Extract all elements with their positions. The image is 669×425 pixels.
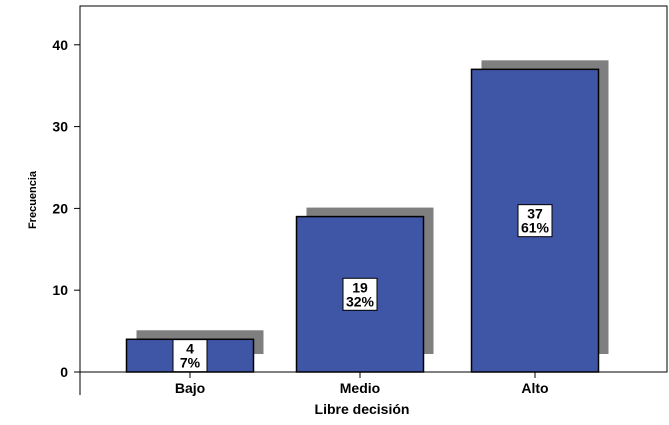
data-label-count: 4 bbox=[186, 341, 194, 357]
data-label-count: 19 bbox=[352, 279, 368, 295]
x-tick-label: Bajo bbox=[175, 380, 205, 396]
y-tick-label: 30 bbox=[52, 119, 68, 135]
data-label-count: 37 bbox=[527, 206, 543, 222]
data-label-box bbox=[342, 277, 378, 311]
x-tick-label: Alto bbox=[521, 380, 548, 396]
y-tick-label: 10 bbox=[52, 282, 68, 298]
x-axis-label: Libre decisión bbox=[315, 401, 410, 417]
data-label-bajo: 47% bbox=[172, 339, 208, 373]
y-tick-label: 40 bbox=[52, 37, 68, 53]
bars bbox=[125, 68, 600, 373]
data-label-box bbox=[517, 204, 553, 238]
x-axis: Bajo Medio Alto bbox=[175, 372, 549, 396]
data-label-percent: 61% bbox=[521, 220, 550, 236]
y-axis: 0 10 20 30 40 bbox=[52, 37, 80, 380]
y-axis-label: Frecuencia bbox=[27, 170, 39, 229]
data-label-percent: 32% bbox=[346, 293, 375, 309]
x-tick-label: Medio bbox=[340, 380, 380, 396]
data-label-percent: 7% bbox=[180, 355, 201, 371]
y-tick-label: 20 bbox=[52, 200, 68, 216]
data-label-box bbox=[172, 339, 208, 373]
y-tick-label: 0 bbox=[60, 364, 68, 380]
